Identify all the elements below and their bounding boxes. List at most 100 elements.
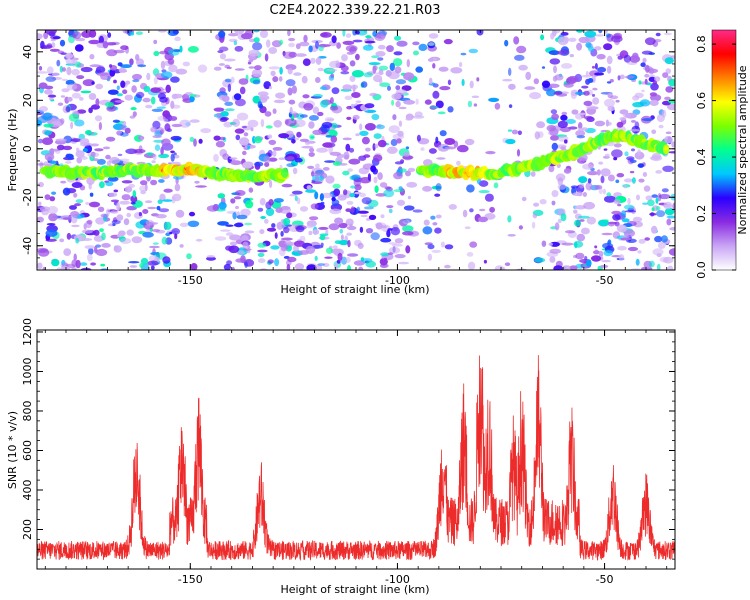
spectrogram-noise-blob <box>432 63 436 69</box>
colorbar-label: Normalized spectral amplitude <box>736 65 749 234</box>
spectrogram-noise-blob <box>600 168 611 177</box>
spectrogram-noise-blob <box>429 106 440 109</box>
spectrogram-noise-blob <box>402 231 414 236</box>
spectrogram-noise-blob <box>213 135 221 141</box>
spectrogram-noise-blob <box>602 188 607 195</box>
spectrogram-noise-blob <box>239 86 246 95</box>
snr-series-line <box>37 355 675 562</box>
spectrogram-noise-blob <box>507 129 513 132</box>
spectrogram-noise-blob <box>642 172 648 177</box>
spectrogram-noise-blob <box>645 64 650 73</box>
spectrogram-noise-blob <box>79 97 84 101</box>
spectrogram-noise-blob <box>377 139 387 148</box>
spectrogram-noise-blob <box>234 45 244 52</box>
spectrogram-noise-blob <box>234 30 245 35</box>
spectrogram-noise-blob <box>668 151 675 154</box>
spectrogram-noise-blob <box>49 48 60 52</box>
spectrogram-noise-blob <box>447 106 454 113</box>
spectrogram-noise-blob <box>272 108 277 114</box>
spectrogram-noise-blob <box>220 229 231 232</box>
colorbar-tick-label: 0.6 <box>695 92 708 110</box>
spectrogram-noise-blob <box>194 180 200 184</box>
spectrogram-noise-blob <box>644 78 648 85</box>
spectrogram-noise-blob <box>198 138 203 144</box>
y-tick-label: 400 <box>21 479 34 500</box>
spectrogram-noise-blob <box>388 246 401 254</box>
spectrogram-noise-blob <box>631 148 635 152</box>
spectrogram-noise-blob <box>257 249 268 253</box>
spectrogram-noise-blob <box>412 209 423 213</box>
spectrogram-noise-blob <box>540 34 545 41</box>
spectrogram-noise-blob <box>488 97 500 102</box>
spectrogram-noise-blob <box>65 57 78 65</box>
y-tick-label: 1000 <box>21 357 34 385</box>
spectrogram-noise-blob <box>626 156 635 161</box>
spectrogram-noise-blob <box>580 227 590 235</box>
spectrogram-noise-blob <box>350 84 359 90</box>
spectrogram-noise-blob <box>144 200 153 204</box>
spectrogram-noise-blob <box>116 202 120 211</box>
spectrogram-noise-blob <box>171 93 178 100</box>
spectrogram-noise-blob <box>338 239 349 246</box>
spectrogram-noise-blob <box>434 227 442 234</box>
spectrogram-noise-blob <box>560 114 568 121</box>
spectrogram-noise-blob <box>607 221 615 227</box>
spectrogram-noise-blob <box>74 44 84 52</box>
spectrogram-noise-blob <box>377 44 386 50</box>
spectrogram-noise-blob <box>665 86 674 93</box>
spectrogram-noise-blob <box>306 224 314 229</box>
spectrogram-noise-blob <box>150 126 158 133</box>
spectrogram-noise-blob <box>387 85 391 91</box>
spectrogram-noise-blob <box>359 123 363 131</box>
spectrogram-noise-blob <box>581 74 592 78</box>
spectrogram-noise-blob <box>649 92 658 97</box>
spectrogram-noise-blob <box>571 109 579 115</box>
snr-y-label: SNR (10 * v/v) <box>6 411 19 489</box>
spectrogram-noise-blob <box>61 78 68 82</box>
spectrogram-noise-blob <box>295 43 301 50</box>
spectrogram-noise-blob <box>402 225 414 232</box>
spectrogram-noise-blob <box>171 123 183 128</box>
spectrogram-noise-blob <box>145 104 153 109</box>
spectrogram-noise-blob <box>607 105 615 112</box>
spectrogram-noise-blob <box>293 72 302 76</box>
spectrogram-noise-blob <box>607 174 615 182</box>
spectrogram-noise-blob <box>206 205 219 212</box>
spectrogram-noise-blob <box>122 120 127 127</box>
spectrogram-noise-blob <box>278 133 290 139</box>
spectrogram-noise-blob <box>620 237 632 241</box>
spectrogram-noise-blob <box>179 119 191 128</box>
spectrogram-noise-blob <box>478 190 490 194</box>
spectrogram-noise-blob <box>37 216 44 223</box>
spectrogram-noise-blob <box>70 215 78 224</box>
spectrogram-noise-blob <box>112 119 120 123</box>
spectrogram-noise-blob <box>267 149 273 157</box>
spectrogram-noise-blob <box>476 77 480 82</box>
spectrogram-noise-blob <box>342 30 346 37</box>
spectrogram-noise-blob <box>151 108 164 113</box>
spectrogram-noise-blob <box>669 226 675 231</box>
spectrogram-noise-blob <box>287 67 293 75</box>
spectrogram-noise-blob <box>74 61 82 68</box>
spectrogram-noise-blob <box>140 136 144 141</box>
spectrogram-noise-blob <box>403 99 416 105</box>
spectrogram-noise-blob <box>638 80 642 85</box>
spectrogram-noise-blob <box>359 192 366 198</box>
spectrogram-noise-blob <box>617 75 621 81</box>
spectrogram-noise-blob <box>379 82 391 87</box>
spectrogram-noise-blob <box>44 194 51 201</box>
spectrogram-noise-blob <box>396 199 406 206</box>
spectrogram-noise-blob <box>471 95 480 99</box>
spectrogram-noise-blob <box>37 262 43 270</box>
spectrogram-noise-blob <box>113 79 117 84</box>
spectrogram-noise-blob <box>70 138 82 143</box>
spectrogram-noise-blob <box>45 229 58 237</box>
spectrogram-noise-blob <box>286 163 296 168</box>
spectrogram-noise-blob <box>372 65 377 74</box>
spectrogram-noise-blob <box>478 180 489 187</box>
spectrogram-noise-blob <box>66 66 72 76</box>
spectrogram-noise-blob <box>594 120 606 127</box>
spectrogram-noise-blob <box>105 154 111 160</box>
spectrogram-noise-blob <box>424 242 433 246</box>
spectrogram-noise-blob <box>244 222 253 226</box>
